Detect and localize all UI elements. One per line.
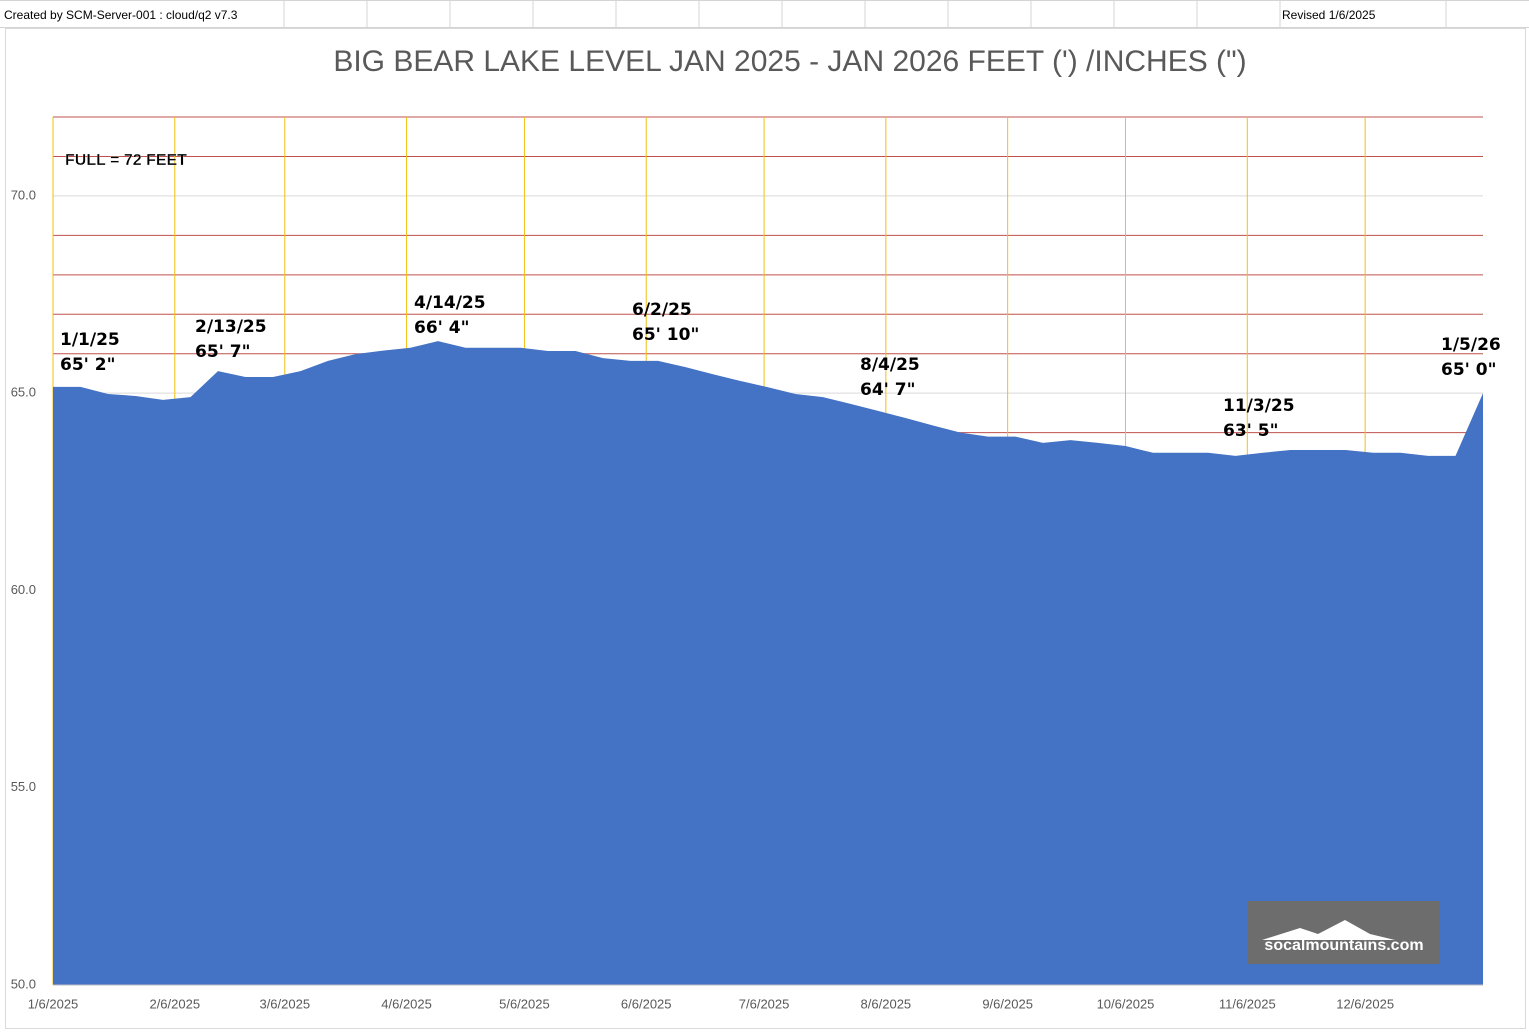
x-tick-label: 9/6/2025 (982, 996, 1033, 1011)
x-tick-label: 5/6/2025 (499, 996, 550, 1011)
annotation-level: 65' 7" (195, 342, 250, 362)
logo: socalmountains.com (1264, 937, 1423, 954)
chart-title: BIG BEAR LAKE LEVEL JAN 2025 - JAN 2026 … (333, 45, 1246, 78)
created-by: Created by SCM-Server-001 : cloud/q2 v7.… (4, 8, 238, 22)
y-tick-label: 65.0 (11, 385, 36, 400)
annotation-date: 1/1/25 (60, 330, 120, 350)
annotation-level: 64' 7" (860, 380, 915, 400)
annotation-date: 1/5/26 (1441, 335, 1501, 355)
area (53, 341, 1483, 985)
annotation-level: 65' 0" (1441, 360, 1496, 380)
annotation-level: 65' 10" (632, 325, 699, 345)
revised: Revised 1/6/2025 (1282, 8, 1376, 22)
annotation-level: 66' 4" (414, 318, 469, 338)
x-tick-label: 12/6/2025 (1336, 996, 1394, 1011)
x-tick-label: 2/6/2025 (149, 996, 200, 1011)
annotation-date: 6/2/25 (632, 300, 692, 320)
annotation-level: 63' 5" (1223, 421, 1278, 441)
y-tick-label: 70.0 (11, 187, 36, 202)
annotation-date: 4/14/25 (414, 293, 486, 313)
x-tick-label: 8/6/2025 (861, 996, 912, 1011)
full-note: FULL = 72 FEET (65, 152, 187, 169)
logo-mountains (1262, 920, 1395, 940)
cell-grid (0, 0, 1529, 28)
y-tick-label: 55.0 (11, 779, 36, 794)
x-tick-label: 7/6/2025 (739, 996, 790, 1011)
y-tick-label: 50.0 (11, 976, 36, 991)
x-tick-label: 6/6/2025 (621, 996, 672, 1011)
x-tick-label: 4/6/2025 (381, 996, 432, 1011)
annotation-date: 2/13/25 (195, 317, 267, 337)
annotation-date: 11/3/25 (1223, 396, 1295, 416)
annotation-level: 65' 2" (60, 355, 115, 375)
x-tick-label: 3/6/2025 (259, 996, 310, 1011)
y-tick-label: 60.0 (11, 582, 36, 597)
x-tick-label: 11/6/2025 (1219, 996, 1276, 1011)
annotation-date: 8/4/25 (860, 355, 920, 375)
x-tick-label: 1/6/2025 (28, 996, 79, 1011)
x-tick-label: 10/6/2025 (1097, 996, 1155, 1011)
